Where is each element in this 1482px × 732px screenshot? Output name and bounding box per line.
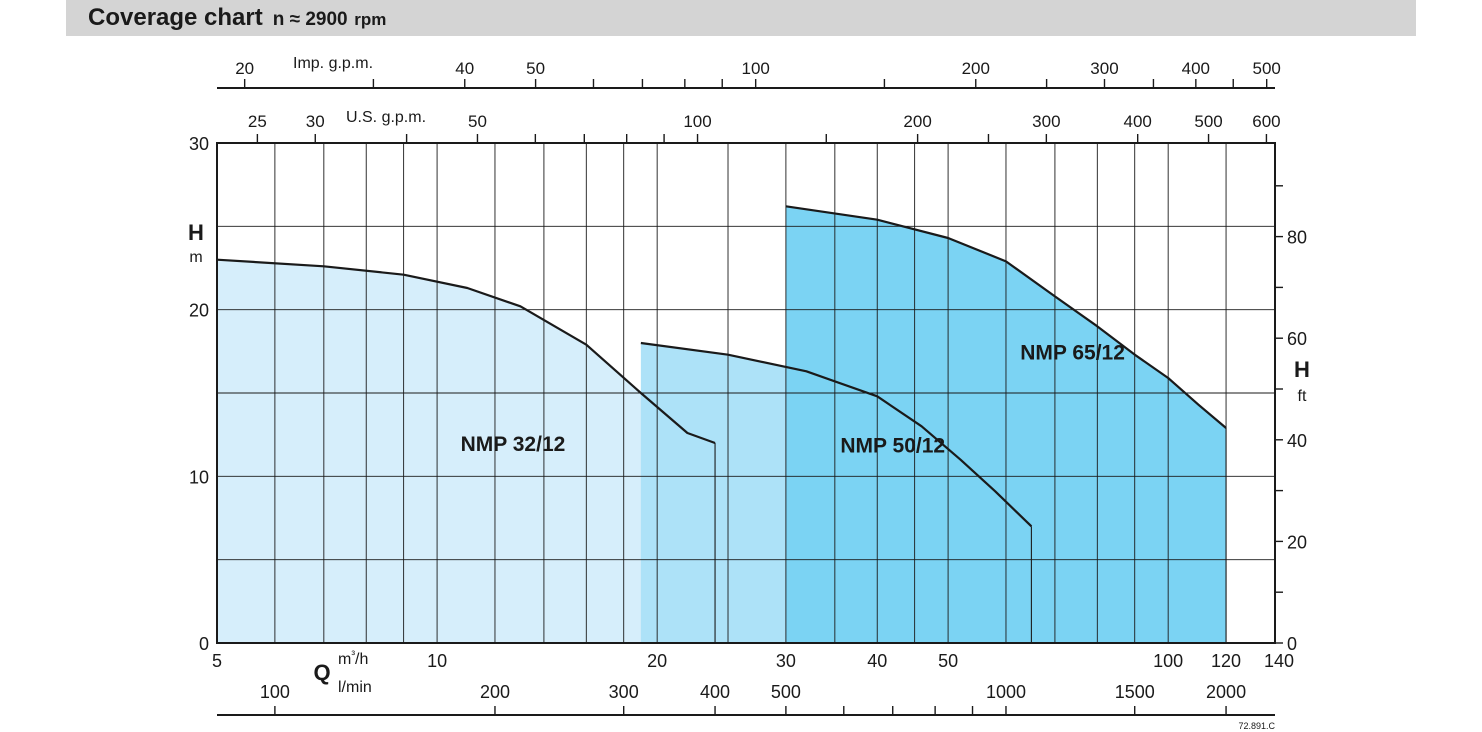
series-curves — [216, 205, 1227, 643]
x-tick-label-m3h: 10 — [427, 651, 447, 671]
usgpm-tick-label: 25 — [248, 112, 267, 131]
y-axis-label-right: H — [1294, 357, 1310, 382]
x-tick-label-m3h: 40 — [867, 651, 887, 671]
usgpm-tick-label: 100 — [683, 112, 711, 131]
grid — [217, 143, 1275, 643]
x-tick-label-m3h: 5 — [212, 651, 222, 671]
usgpm-tick-label: 30 — [306, 112, 325, 131]
lmin-tick-label: 1000 — [986, 682, 1026, 702]
series-label-2: NMP 50/12 — [840, 435, 945, 458]
impgpm-tick-label: 20 — [235, 59, 254, 78]
page-title: Coverage chart n ≈ 2900 rpm — [88, 4, 386, 32]
impgpm-tick-label: 40 — [455, 59, 474, 78]
impgpm-tick-label: 100 — [741, 59, 769, 78]
usgpm-tick-label: 400 — [1124, 112, 1152, 131]
usgpm-tick-label: 300 — [1032, 112, 1060, 131]
unit-per-hour: /h — [355, 651, 368, 668]
lmin-tick-label: 2000 — [1206, 682, 1246, 702]
impgpm-tick-label: 200 — [962, 59, 990, 78]
x-axis-label-q: Q — [313, 660, 330, 685]
lmin-tick-label: 500 — [771, 682, 801, 702]
usgpm-tick-label: 600 — [1252, 112, 1280, 131]
lmin-tick-label: 100 — [260, 682, 290, 702]
speed-label: n ≈ 2900 — [272, 9, 348, 30]
plot-border — [216, 142, 1276, 644]
usgpm-tick-label: 500 — [1194, 112, 1222, 131]
y-tick-label-m: 20 — [189, 301, 209, 321]
axes — [216, 79, 1283, 716]
x-tick-label-m3h: 50 — [938, 651, 958, 671]
usgpm-tick-label: 200 — [903, 112, 931, 131]
tick-labels: NMP 32/12 NMP 50/12 NMP 65/12 0 10 20 30 Hm 0 20 4… — [188, 55, 1310, 731]
series-label-3: NMP 65/12 — [1020, 341, 1125, 364]
lmin-tick-label: 200 — [480, 682, 510, 702]
impgpm-tick-label: 400 — [1182, 59, 1210, 78]
impgpm-tick-label: 500 — [1253, 59, 1281, 78]
x-tick-label-m3h: 120 — [1211, 651, 1241, 671]
y-axis-unit-right: ft — [1298, 388, 1307, 405]
series-curve-1 — [216, 258, 716, 445]
y-tick-label-ft: 40 — [1287, 431, 1307, 451]
y-tick-label-m: 30 — [189, 134, 209, 154]
x-tick-label-m3h: 140 — [1264, 651, 1294, 671]
x-tick-label-m3h: 100 — [1153, 651, 1183, 671]
x-axis-unit-lmin: l/min — [338, 679, 372, 696]
y-tick-label-m: 0 — [199, 634, 209, 654]
x-axis-unit-impgpm: Imp. g.p.m. — [293, 55, 373, 72]
y-tick-label-m: 10 — [189, 467, 209, 487]
usgpm-tick-label: 50 — [468, 112, 487, 131]
series-curve-2 — [640, 341, 1033, 528]
title-text: Coverage chart — [88, 4, 263, 31]
y-axis-label-left: H — [188, 220, 204, 245]
impgpm-tick-label: 50 — [526, 59, 545, 78]
x-axis-unit-m3h: m³/h — [338, 649, 368, 668]
y-axis-unit-left: m — [189, 249, 202, 266]
lmin-tick-label: 1500 — [1115, 682, 1155, 702]
y-tick-label-ft: 60 — [1287, 329, 1307, 349]
y-tick-label-ft: 0 — [1287, 634, 1297, 654]
y-tick-label-ft: 20 — [1287, 532, 1307, 552]
reference-code: 72.891.C — [1238, 721, 1275, 731]
x-tick-label-m3h: 20 — [647, 651, 667, 671]
impgpm-tick-label: 300 — [1090, 59, 1118, 78]
series-label-1: NMP 32/12 — [461, 433, 566, 456]
lmin-tick-label: 400 — [700, 682, 730, 702]
y-tick-label-ft: 80 — [1287, 228, 1307, 248]
x-tick-label-m3h: 30 — [776, 651, 796, 671]
series-curve-3 — [785, 205, 1227, 429]
header-bar: Coverage chart n ≈ 2900 rpm — [66, 0, 1416, 36]
lmin-tick-label: 300 — [609, 682, 639, 702]
unit-superscript: ³ — [351, 649, 355, 661]
series-area-1 — [217, 259, 716, 643]
unit-m: m — [338, 651, 351, 668]
x-axis-unit-usgpm: U.S. g.p.m. — [346, 109, 426, 126]
speed-unit: rpm — [354, 10, 387, 29]
